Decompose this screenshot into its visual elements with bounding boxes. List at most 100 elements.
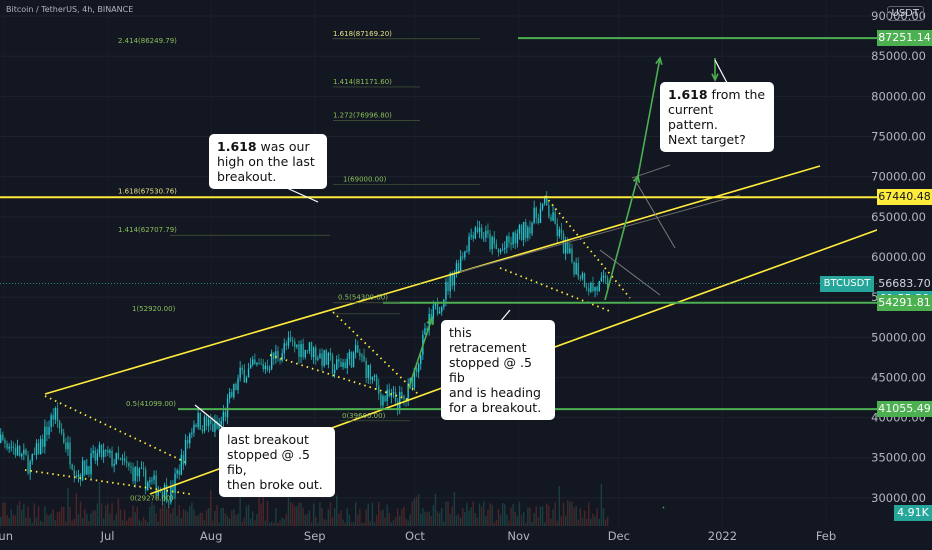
fib-label: 0.5(54300.00) [338,294,388,302]
candle-body [401,392,403,396]
candle-body [346,358,348,368]
fib-label: 1.618(67530.76) [118,187,177,195]
fib-label: 0.5(41099.00) [126,400,176,408]
candle-body [92,450,94,454]
volume-bar [96,503,99,526]
callout-text: this retracement stopped @ .5 fib and is… [449,325,542,415]
volume-bar [340,510,342,526]
volume-bar [199,512,201,526]
fib-label: 1(52920.00) [132,305,176,313]
volume-bar [571,501,573,526]
candle-body [123,458,126,462]
currency-unit-button[interactable]: USDT [886,6,924,21]
candle-body [480,227,483,238]
candle-body [6,443,8,449]
volume-bar [453,492,456,526]
volume-bar [468,510,470,526]
marker-dot [662,506,665,509]
candle-body [203,416,206,432]
callout-last-breakout: last breakout stopped @ .5 fib, then bro… [219,427,335,497]
volume-bar [422,508,424,526]
candle-body [485,230,487,238]
candle-body [119,458,122,460]
volume-bar [69,507,71,526]
candle-body [596,286,598,292]
volume-bar [369,520,372,526]
volume-bar [285,514,288,526]
price-tick-label: 30000.00 [871,491,926,505]
candle-body [390,393,393,397]
price-tick-label: 90000.00 [871,9,926,23]
volume-bar [594,516,596,526]
volume-bar [216,505,218,526]
dotted-trend-line [499,267,613,313]
volume-bar [556,520,558,526]
candle-body [252,359,254,365]
candle-body [382,396,384,406]
volume-bar [466,503,468,526]
volume-bar [361,522,363,526]
candle-body [453,273,456,286]
candle-body [472,235,474,239]
volume-bar [119,509,122,526]
volume-bar [180,517,183,526]
candle-body [325,350,327,365]
candle-body [44,426,46,447]
callout-text: from the current pattern. Next target? [668,87,766,147]
fib-label: 2.414(86249.79) [118,37,177,45]
candle-body [285,343,288,346]
candle-body [264,365,267,370]
candle-body [33,454,36,455]
volume-bar [258,482,260,526]
candle-body [220,421,222,425]
candle-body [140,468,143,469]
time-axis[interactable]: Jun Jul Aug Sep Oct Nov Dec 2022 Feb [0,526,932,550]
candle-body [350,351,353,368]
volume-bar [306,513,309,526]
candle-body [195,424,197,427]
volume-bar [535,506,537,526]
candle-body [54,408,57,420]
candle-body [84,460,86,475]
volume-bar [77,514,80,526]
volume-bar [525,522,527,526]
candle-body [571,248,573,262]
candle-body [606,277,609,289]
volume-bar [447,501,449,526]
candle-body [306,350,309,351]
volume-bar [352,522,355,526]
volume-bar [434,494,437,526]
volume-bar [554,502,556,526]
candle-body [37,443,40,455]
volume-bar [88,520,90,526]
volume-bar [102,518,105,526]
callout-text: was our high on the last breakout. [217,139,315,184]
volume-bar [132,505,134,526]
volume-bar [273,522,275,526]
volume-bar [189,506,191,526]
volume-bar [296,506,298,526]
volume-bar [291,503,294,526]
volume-bar [577,519,579,526]
candle-body [16,446,19,456]
volume-bar [121,520,124,526]
volume-bar [8,517,10,526]
volume-bar [140,521,143,526]
volume-bar [480,506,483,526]
volume-bar [203,520,206,526]
volume-bar [602,508,605,526]
candle-body [117,452,120,459]
candle-body [493,237,495,244]
volume-bar [327,509,330,526]
candle-body [256,362,258,365]
price-axis[interactable]: 30000.0035000.0040000.0045000.0050000.00… [871,0,932,550]
volume-bar [182,509,185,526]
volume-bar [220,508,222,526]
volume-bar [10,509,12,526]
volume-bar [451,506,453,526]
candle-body [224,412,227,418]
candle-body [86,466,88,475]
candle-body [186,440,189,444]
volume-bar [569,501,571,526]
